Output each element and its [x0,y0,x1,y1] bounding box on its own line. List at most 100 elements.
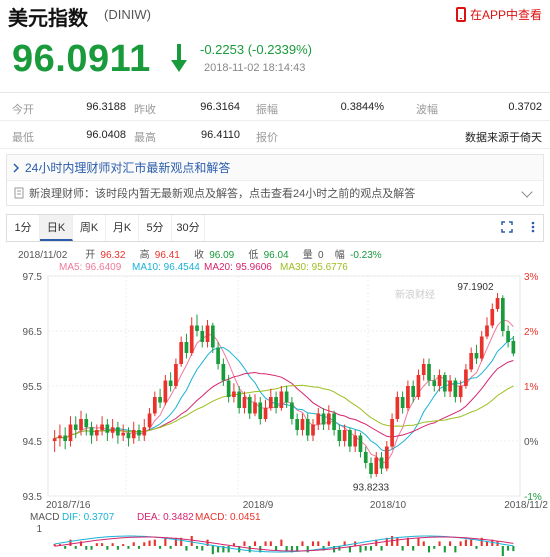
news-item-text: 新浪理财师：该时段内暂无最新观点及解答，点击查看24小时之前的观点及解答 [29,188,416,200]
down-arrow-icon [171,44,187,72]
candle-body [474,353,479,359]
candle-body [116,427,120,436]
macd-bar [306,546,309,553]
info-vol: 0 [318,250,324,261]
macd-bar [380,546,383,551]
candle-body [416,375,421,397]
price-change: -0.2253 (-0.2339%) [200,42,313,57]
candle-body [421,364,426,375]
macd-bar [195,546,199,549]
x-tick-label: 2018/10 [370,500,407,511]
macd-bar [211,546,214,555]
macd-bar [311,541,315,546]
macd-bar [438,541,441,546]
macd-bar [275,546,278,551]
open-in-app-link[interactable]: 在APP中查看 [455,6,542,23]
tab-period[interactable]: 日K [40,215,73,241]
candle-body [284,391,289,403]
chevron-right-icon [13,162,19,173]
y-tick-label: 97.5 [23,272,43,283]
watermark: 新浪财经 [395,288,435,301]
ma-legend: MA30: 95.6776 [280,262,348,273]
candle-body [89,427,94,436]
candle-body [258,402,263,419]
candle-body [147,413,152,428]
macd-bar [111,543,114,546]
macd-value: MACD: 0.0451 [195,512,261,523]
tab-period[interactable]: 1分 [7,215,40,241]
y-tick-label: 95.5 [23,382,43,393]
candle-body [495,298,500,309]
candle-body [110,427,115,433]
stats-row: 最低 96.0408 最高 96.4110 报价 数据来源于倚天 [0,121,550,149]
macd-bar [501,546,504,556]
candle-body [305,419,310,436]
macd-bar [401,546,404,551]
data-source: 数据来源于倚天 [465,132,542,144]
candle-body [226,380,231,397]
candle-body [268,397,273,408]
chevron-down-icon[interactable] [521,186,533,198]
tab-period[interactable]: 5分 [139,215,172,241]
macd-bar [95,543,98,546]
chart-tools [501,221,539,233]
news-headline: 24小时内理财师对汇市最新观点和解答 [25,161,231,175]
wave-label: 波幅 [416,104,438,116]
candle-body [184,342,189,353]
macd-bar [480,537,483,546]
low-annotation: 93.8233 [353,482,390,493]
stats-table: 今开 96.3188 昨收 96.3164 振幅 0.3844% 波幅 0.37… [0,92,550,149]
open-value: 96.3188 [86,101,126,113]
info-high-label: 高 [140,248,150,261]
macd-bar [285,546,288,551]
candle-body [79,419,83,430]
quote-header: 美元指数 (DINIW) 在APP中查看 [0,0,550,30]
tab-period[interactable]: 周K [73,215,106,241]
macd-bar [269,541,272,546]
candle-body [442,375,447,392]
tab-period[interactable]: 30分 [172,215,205,241]
candle-body [458,386,463,397]
macd-dea: DEA: 0.3482 [137,512,194,523]
tab-period[interactable]: 月K [106,215,139,241]
chart-period-tabs: 1分 日K 周K 月K 5分 30分 [6,214,544,242]
ma-line [54,384,514,439]
candle-body [237,391,242,408]
ma-legend: MA10: 96.4544 [132,262,200,273]
candle-body [321,413,326,425]
news-item[interactable]: 新浪理财师：该时段内暂无最新观点及解答，点击查看24小时之前的观点及解答 [7,180,543,205]
candle-body [216,347,220,364]
macd-bar [369,546,373,551]
macd-tick-label: 1 [36,524,42,535]
macd-bar [69,539,72,546]
candle-body [105,424,110,433]
macd-bar [222,546,225,553]
candle-body [279,391,284,408]
macd-bar [464,539,467,546]
info-close-label: 收 [194,248,204,261]
wave-value: 0.3702 [508,101,542,113]
candle-body [353,435,358,447]
candle-body [464,369,468,386]
candle-body [295,419,300,430]
kline-chart[interactable]: 2018/11/02 开 96.32 高 96.41 收 96.09 低 96.… [0,246,550,557]
kline-chart-svg: 2018/11/02 开 96.32 高 96.41 收 96.09 低 96.… [18,248,548,556]
macd-bar [64,546,67,549]
fullscreen-icon[interactable] [501,221,513,233]
candle-body [479,336,484,359]
candle-body [363,452,368,463]
more-vertical-icon[interactable] [527,221,539,233]
prev-close-label: 昨收 [134,104,156,116]
candle-body [274,397,278,408]
info-amp-label: 幅 [335,248,345,261]
macd-bar [217,546,220,553]
info-low-label: 低 [248,248,258,261]
news-headline-row[interactable]: 24小时内理财师对汇市最新观点和解答 [7,155,543,180]
candle-body [390,419,394,447]
candle-body [163,380,168,403]
macd-bar [507,546,510,551]
macd-bar [227,546,230,553]
low-label: 最低 [12,132,34,144]
candle-body [242,397,247,408]
candle-body [232,391,236,397]
